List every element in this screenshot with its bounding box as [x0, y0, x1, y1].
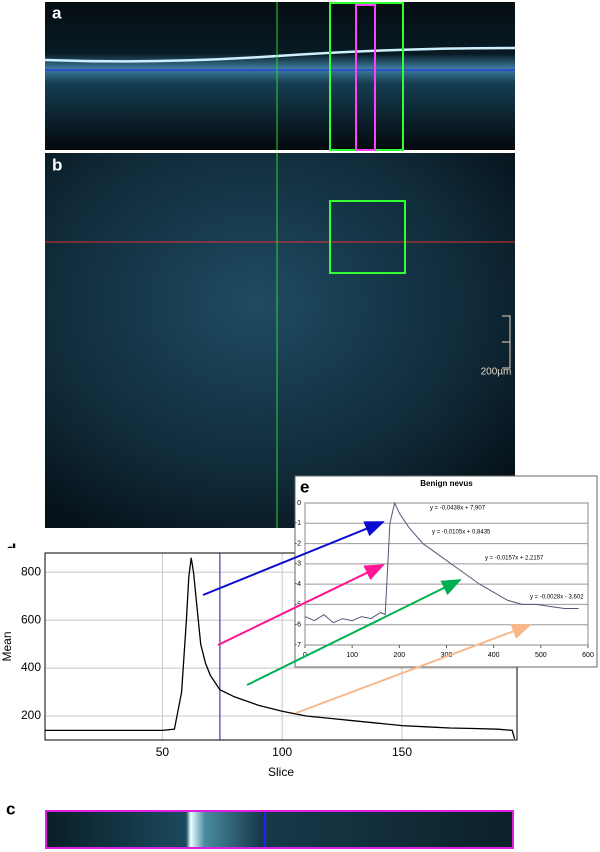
y-tick-label: 0 [297, 500, 301, 507]
trend-equation: y = -0,0105x + 0,8435 [432, 530, 491, 536]
arrows [202, 521, 532, 714]
x-tick-label: 100 [346, 652, 358, 659]
panel-label: a [52, 3, 62, 22]
y-tick-label: 200 [21, 708, 41, 722]
charts: 200 400 600 800 50 100 150 Slice Mean 0 -1 -2 -3 -4 -5… [0, 475, 598, 779]
scale-bar [502, 315, 511, 369]
y-tick-label: -5 [295, 601, 301, 608]
panel-label: e [300, 477, 309, 496]
trend-equation: y = -0,0157x + 2,2157 [485, 556, 544, 562]
y-axis-label: Mean [0, 631, 14, 661]
y-tick-label: -7 [295, 642, 301, 649]
chart-title: Benign nevus [420, 479, 473, 488]
arrow [202, 521, 385, 596]
y-tick-label: 400 [21, 660, 41, 674]
arrow [295, 623, 532, 714]
x-axis-label: Slice [268, 765, 294, 779]
panel-label: c [6, 799, 15, 818]
y-tick-label: -2 [295, 540, 301, 547]
y-tick-label: 600 [21, 612, 41, 626]
y-tick-label: -6 [295, 622, 301, 629]
x-tick-label: 150 [392, 745, 412, 759]
y-tick-label: -3 [295, 561, 301, 568]
trend-equation: y = -0,0438x + 7,907 [430, 506, 486, 512]
confocal-image [45, 153, 515, 528]
roi-box [355, 4, 376, 151]
x-tick-label: 200 [393, 652, 405, 659]
x-tick-label: 600 [582, 652, 594, 659]
panel-label: b [52, 155, 62, 174]
arrow [217, 564, 385, 646]
data-line [304, 501, 579, 624]
plot-frame [304, 502, 589, 646]
y-tick-label: -4 [295, 581, 301, 588]
roi-box [329, 200, 406, 274]
slice-strip [45, 810, 514, 849]
arrow [246, 579, 462, 686]
data-line [45, 557, 516, 739]
chart: 0-1-2-3-4-5-6-70100200300400500600Benign… [294, 475, 598, 668]
scale-label: 200µm [481, 367, 512, 378]
x-tick-label: 100 [272, 745, 292, 759]
y-tick-label: -1 [295, 520, 301, 527]
trend-equation: y = -0,0028x - 3,602 [530, 595, 584, 601]
oct-image [45, 2, 515, 150]
chart-background [294, 475, 598, 668]
y-tick-label: 800 [21, 564, 41, 578]
x-tick-label: 400 [488, 652, 500, 659]
x-tick-label: 50 [156, 745, 170, 759]
x-tick-label: 500 [535, 652, 547, 659]
